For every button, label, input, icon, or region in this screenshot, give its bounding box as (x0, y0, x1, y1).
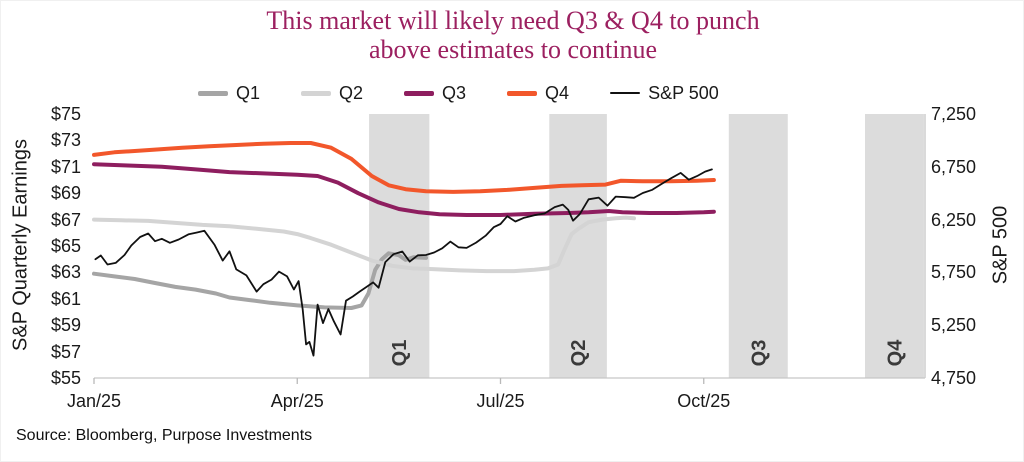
source-note: Source: Bloomberg, Purpose Investments (16, 427, 313, 444)
left-axis-tick-label: $75 (50, 104, 81, 124)
q2-band-label: Q2 (568, 340, 590, 367)
x-axis-tick-label: Jan/25 (66, 391, 122, 411)
right-axis-tick-label: 5,750 (931, 262, 977, 283)
legend-item-q4: Q4 (507, 83, 569, 104)
legend-item-s-p-500: S&P 500 (610, 83, 719, 104)
legend-swatch-q4 (507, 90, 538, 96)
q4-band-label: Q4 (884, 339, 906, 367)
left-axis-tick-label: $63 (50, 262, 81, 283)
left-axis-tick-label: $65 (50, 236, 81, 256)
chart-title-line1: This market will likely need Q3 & Q4 to … (266, 6, 760, 35)
x-axis-tick-label: Oct/25 (677, 391, 731, 411)
left-axis-tick-label: $71 (50, 156, 81, 177)
q1-earnings-band (369, 114, 430, 378)
x-axis-tick-label: Apr/25 (270, 391, 324, 411)
q2-series-line (92, 215, 636, 274)
s-p-500-series-line (94, 168, 713, 357)
q2-earnings-band (549, 114, 607, 378)
q4-earnings-band (864, 114, 924, 378)
legend-swatch-q2 (301, 90, 332, 96)
legend-label-q4: Q4 (545, 82, 570, 103)
chart-title-line2: above estimates to continue (368, 35, 658, 64)
legend-swatch-s-p-500 (610, 92, 641, 94)
legend-swatch-q1 (198, 90, 228, 96)
legend-label-s-p-500: S&P 500 (648, 82, 719, 103)
legend-label-q1: Q1 (236, 82, 261, 103)
legend-label-q3: Q3 (442, 82, 467, 103)
left-axis-tick-label: $73 (50, 130, 81, 151)
q3-band-label: Q3 (748, 340, 770, 367)
q3-earnings-band (728, 114, 788, 378)
left-axis-tick-label: $57 (50, 341, 81, 362)
right-axis-tick-label: 6,250 (931, 209, 977, 230)
right-axis-tick-label: 6,750 (931, 156, 977, 177)
legend-swatch-q3 (404, 90, 435, 96)
right-axis-tick-label: 7,250 (931, 104, 977, 124)
legend-item-q3: Q3 (404, 83, 466, 104)
q4-series-line (92, 141, 716, 194)
left-axis-tick-label: $67 (50, 209, 81, 230)
left-axis-tick-label: $59 (50, 315, 81, 336)
left-axis-tick-label: $55 (50, 368, 81, 388)
legend-item-q2: Q2 (301, 83, 363, 104)
left-axis-tick-label: $69 (50, 183, 81, 204)
left-axis-tick-label: $61 (50, 288, 81, 309)
q3-series-line (92, 162, 716, 217)
legend-item-q1: Q1 (198, 83, 260, 104)
right-axis-tick-label: 5,250 (931, 315, 977, 336)
q1-band-label: Q1 (389, 340, 411, 367)
legend: Q1 Q2 Q3 Q4 S&P 500 (198, 83, 719, 103)
legend-label-q2: Q2 (339, 82, 364, 103)
chart-title: This market will likely need Q3 & Q4 to … (1, 6, 1023, 64)
right-axis-tick-label: 4,750 (931, 368, 977, 388)
x-axis-tick-label: Jul/25 (476, 391, 525, 411)
